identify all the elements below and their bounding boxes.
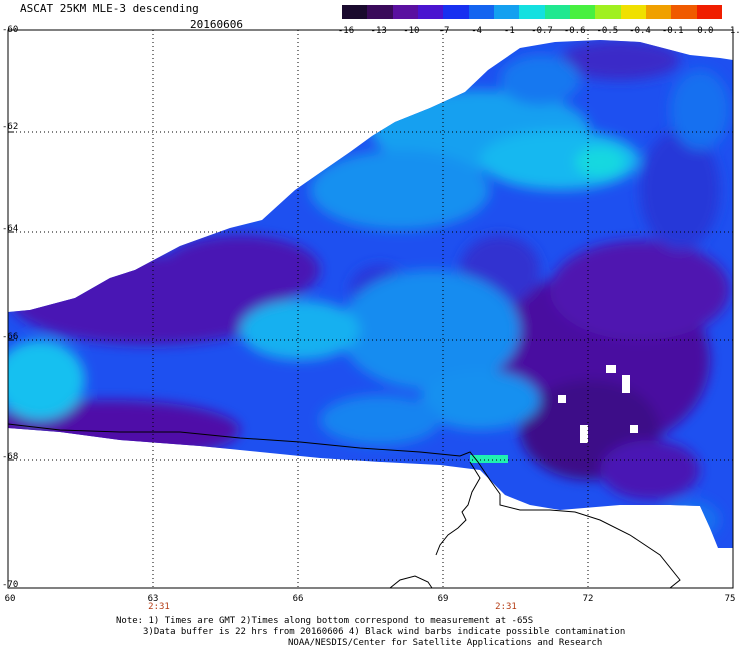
colorbar-swatch xyxy=(342,5,368,19)
colorbar-label: 1.0 xyxy=(729,26,740,36)
y-label: -62 xyxy=(2,122,19,132)
y-label: -60 xyxy=(2,25,19,35)
y-label: -66 xyxy=(2,332,19,342)
x-label: 69 xyxy=(437,594,449,604)
colorbar-label: -10 xyxy=(403,26,420,36)
time-label: 2:31 xyxy=(148,602,170,612)
colorbar-swatch xyxy=(392,5,418,19)
colorbar-label: -13 xyxy=(370,26,387,36)
colorbar-swatch xyxy=(620,5,646,19)
colorbar-label: 0.0 xyxy=(697,26,714,36)
colorbar-swatch xyxy=(569,5,596,19)
colorbar-swatch xyxy=(493,5,520,19)
map-date: 20160606 xyxy=(190,18,243,31)
x-label: 66 xyxy=(292,594,304,604)
colorbar-swatch xyxy=(443,5,469,19)
colorbar-label: -7 xyxy=(438,26,450,36)
note-line-1: Note: 1) Times are GMT 2)Times along bot… xyxy=(116,616,534,626)
colorbar-label: -0.4 xyxy=(629,26,651,36)
x-label: 60 xyxy=(4,594,16,604)
colorbar-label: -0.1 xyxy=(661,26,684,36)
colorbar-label: -4 xyxy=(471,26,483,36)
map-frame xyxy=(7,29,734,589)
y-label: -64 xyxy=(2,224,19,234)
x-label: 63 xyxy=(147,594,159,604)
colorbar-swatch xyxy=(468,5,494,19)
y-label: -68 xyxy=(2,452,19,462)
colorbar-label: -0.5 xyxy=(596,26,619,36)
graticule xyxy=(8,30,733,588)
time-label: 2:31 xyxy=(495,602,517,612)
colorbar-swatch xyxy=(367,5,393,19)
y-label: -70 xyxy=(2,580,19,590)
colorbar-label: -1 xyxy=(503,26,515,36)
coastline xyxy=(7,423,681,589)
wind-speed-swath xyxy=(8,40,733,548)
note-line-2: 3)Data buffer is 22 hrs from 20160606 4)… xyxy=(143,627,626,637)
colorbar-label: -0.6 xyxy=(563,26,586,36)
colorbar-label: -16 xyxy=(337,26,355,36)
map-title: ASCAT 25KM MLE-3 descending xyxy=(20,2,199,15)
colorbar-swatch xyxy=(671,5,697,19)
colorbar-labels: -16 -13 -10 -7 -4 -1 -0.7 -0.6 -0.5 -0.4 -0.1 0.0 1.… xyxy=(330,26,740,38)
x-label: 75 xyxy=(724,594,736,604)
colorbar xyxy=(342,5,722,19)
colorbar-label: -0.7 xyxy=(531,26,553,36)
colorbar-swatch xyxy=(544,5,570,19)
note-line-3: NOAA/NESDIS/Center for Satellite Applica… xyxy=(288,638,603,648)
x-label: 72 xyxy=(582,594,594,604)
colorbar-swatch xyxy=(519,5,545,19)
colorbar-swatch xyxy=(595,5,621,19)
colorbar-swatch xyxy=(696,5,722,19)
colorbar-swatch xyxy=(417,5,444,19)
colorbar-swatch xyxy=(645,5,672,19)
